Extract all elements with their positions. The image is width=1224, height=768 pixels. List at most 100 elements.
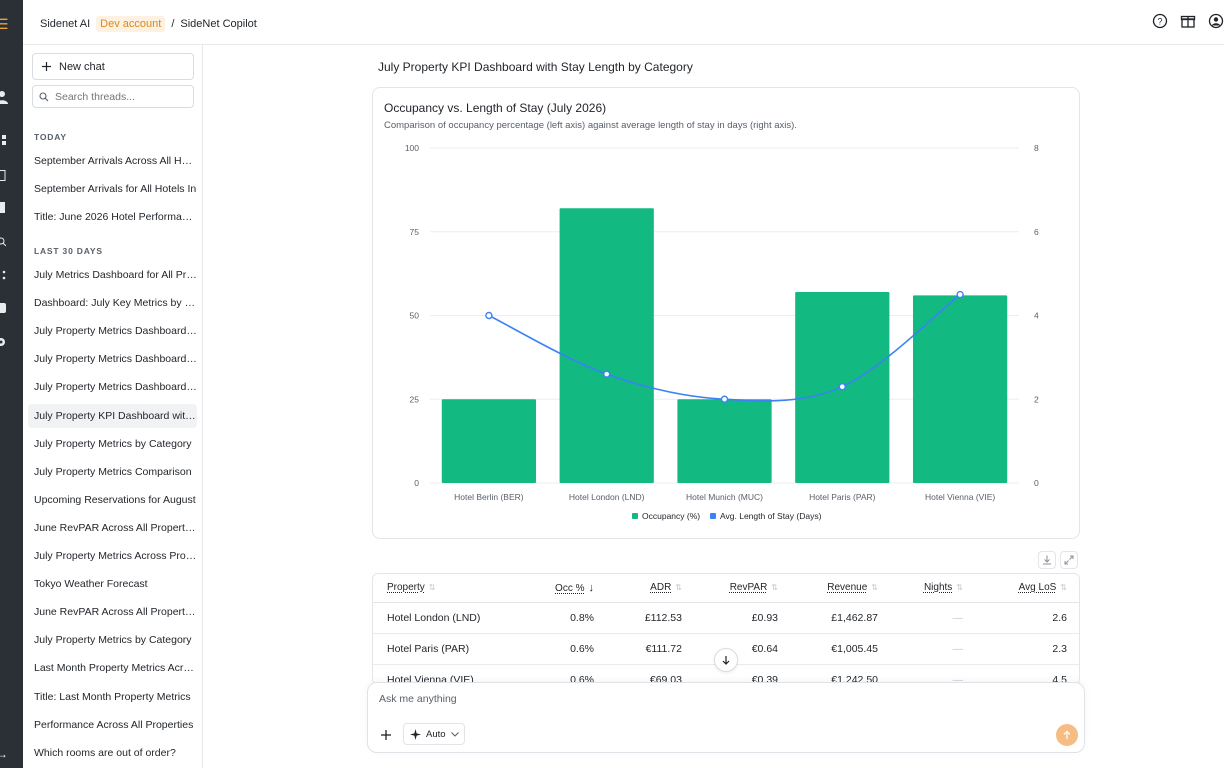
menu-icon[interactable]: ☰ bbox=[0, 16, 9, 32]
thread-item[interactable]: July Property Metrics by Category bbox=[34, 438, 192, 450]
thread-sidebar: New chat TODAY September Arrivals Across… bbox=[23, 45, 203, 768]
account-badge[interactable]: Dev account bbox=[96, 16, 166, 32]
message-input[interactable] bbox=[379, 693, 979, 711]
cell-occ: 0.6% bbox=[523, 664, 608, 684]
expand-button[interactable] bbox=[1060, 551, 1078, 569]
plus-icon bbox=[42, 62, 51, 71]
thread-item[interactable]: Last Month Property Metrics Across bbox=[34, 662, 197, 674]
legend-label-length-of-stay: Avg. Length of Stay (Days) bbox=[720, 511, 822, 521]
chart-title: Occupancy vs. Length of Stay (July 2026) bbox=[384, 101, 607, 115]
cell-adr: £112.53 bbox=[608, 602, 696, 634]
new-chat-label: New chat bbox=[59, 60, 105, 73]
thread-item[interactable]: July Property Metrics Dashboard by Categ… bbox=[34, 325, 197, 337]
length-of-stay-point bbox=[485, 311, 493, 320]
thread-item[interactable]: July Property Metrics Across Properties bbox=[34, 550, 197, 562]
book-icon[interactable] bbox=[0, 202, 8, 214]
cell-adr: €111.72 bbox=[608, 633, 696, 665]
cell-nights: — bbox=[892, 664, 977, 684]
thread-item[interactable]: Which rooms are out of order? bbox=[34, 747, 176, 759]
table-row[interactable]: Hotel Vienna (VIE) 0.6% €69.03 €0.39 €1,… bbox=[373, 664, 1079, 684]
search-input[interactable] bbox=[55, 90, 185, 103]
sort-desc-icon: ↓ bbox=[588, 581, 595, 594]
thread-item[interactable]: June RevPAR Across All Properties bbox=[34, 522, 197, 534]
thread-item[interactable]: July Property Metrics Dashboard Summary bbox=[34, 381, 197, 393]
cell-occ: 0.8% bbox=[523, 602, 608, 634]
column-label: Nights bbox=[923, 582, 953, 594]
table-header-row: Property ⇅ Occ % ↓ ADR ⇅ RevPAR ⇅ Revenue ⇅ N… bbox=[373, 574, 1079, 603]
cell-nights: — bbox=[892, 633, 977, 665]
send-button[interactable] bbox=[1056, 724, 1078, 746]
cell-avg-los: 2.3 bbox=[977, 633, 1079, 665]
y-left-tick-label: 25 bbox=[410, 394, 420, 404]
sparkle-icon bbox=[410, 728, 421, 740]
new-chat-button[interactable]: New chat bbox=[32, 53, 194, 80]
settings-icon[interactable] bbox=[0, 337, 8, 349]
thread-item[interactable]: July Property Metrics Dashboard Overview bbox=[34, 353, 197, 365]
thread-item[interactable]: July Property Metrics by Category bbox=[34, 634, 192, 646]
mode-select[interactable]: Auto bbox=[403, 723, 465, 745]
search-icon bbox=[39, 91, 49, 101]
expand-icon bbox=[1064, 555, 1074, 565]
document-icon[interactable] bbox=[0, 170, 8, 182]
thread-item[interactable]: Upcoming Reservations for August bbox=[34, 494, 196, 506]
thread-item[interactable]: June RevPAR Across All Properties bbox=[34, 606, 197, 618]
thread-item[interactable]: Title: June 2026 Hotel Performance bbox=[34, 211, 197, 223]
thread-item[interactable]: September Arrivals Across All Hotels bbox=[34, 155, 197, 167]
column-header-property[interactable]: Property ⇅ bbox=[373, 574, 523, 603]
thread-item[interactable]: Tokyo Weather Forecast bbox=[34, 578, 148, 590]
search-doc-icon[interactable] bbox=[0, 236, 8, 248]
app-name[interactable]: Sidenet AI bbox=[40, 18, 91, 30]
cell-revenue: €1,242.50 bbox=[792, 664, 892, 684]
puzzle-icon[interactable] bbox=[0, 303, 8, 315]
cell-avg-los: 2.6 bbox=[977, 602, 1079, 634]
message-composer: Auto bbox=[367, 682, 1085, 753]
cell-revenue: €1,005.45 bbox=[792, 633, 892, 665]
user-icon[interactable] bbox=[0, 90, 8, 104]
collapse-icon[interactable]: → bbox=[0, 747, 8, 761]
column-label: ADR bbox=[650, 582, 672, 594]
legend-swatch-length-of-stay bbox=[710, 513, 716, 519]
column-label: Avg LoS bbox=[1018, 582, 1057, 594]
column-header-occ[interactable]: Occ % ↓ bbox=[523, 574, 608, 603]
mode-label: Auto bbox=[426, 728, 446, 740]
sort-icon: ⇅ bbox=[1060, 583, 1067, 593]
account-icon[interactable] bbox=[1208, 13, 1224, 29]
gift-icon[interactable] bbox=[1180, 13, 1196, 29]
column-header-adr[interactable]: ADR ⇅ bbox=[608, 574, 696, 603]
thread-item-active[interactable]: July Property KPI Dashboard with Stay Le… bbox=[28, 404, 197, 428]
cell-nights: — bbox=[892, 602, 977, 634]
column-header-revpar[interactable]: RevPAR ⇅ bbox=[696, 574, 792, 603]
cell-revpar: €0.64 bbox=[696, 633, 792, 665]
thread-item[interactable]: July Property Metrics Comparison bbox=[34, 466, 192, 478]
table-row[interactable]: Hotel London (LND) 0.8% £112.53 £0.93 £1… bbox=[373, 602, 1079, 634]
svg-text:?: ? bbox=[1157, 17, 1162, 27]
column-label: Occ % bbox=[555, 582, 585, 594]
sort-icon: ⇅ bbox=[871, 583, 878, 593]
section-today-label: TODAY bbox=[34, 132, 67, 142]
product-name[interactable]: SideNet Copilot bbox=[180, 18, 257, 30]
download-button[interactable] bbox=[1038, 551, 1056, 569]
thread-item[interactable]: Dashboard: July Key Metrics by Property bbox=[34, 297, 197, 309]
column-header-nights[interactable]: Nights ⇅ bbox=[892, 574, 977, 603]
thread-item[interactable]: Performance Across All Properties bbox=[34, 719, 194, 731]
search-threads bbox=[32, 85, 194, 108]
length-of-stay-point bbox=[602, 370, 611, 378]
table-row[interactable]: Hotel Paris (PAR) 0.6% €111.72 €0.64 €1,… bbox=[373, 633, 1079, 665]
length-of-stay-point bbox=[720, 395, 729, 403]
top-icons: ? bbox=[1152, 13, 1224, 29]
column-header-avg-los[interactable]: Avg LoS ⇅ bbox=[977, 574, 1079, 603]
thread-item[interactable]: September Arrivals for All Hotels In bbox=[34, 183, 197, 195]
scroll-to-bottom-button[interactable] bbox=[714, 648, 738, 672]
column-header-revenue[interactable]: Revenue ⇅ bbox=[792, 574, 892, 603]
grid-icon[interactable] bbox=[0, 270, 8, 282]
help-icon[interactable]: ? bbox=[1152, 13, 1168, 29]
thread-item[interactable]: Title: Last Month Property Metrics bbox=[34, 691, 191, 703]
occupancy-bar bbox=[441, 399, 537, 483]
add-attachment-button[interactable] bbox=[378, 727, 394, 743]
y-left-tick-label: 50 bbox=[410, 311, 420, 321]
metrics-table: Property ⇅ Occ % ↓ ADR ⇅ RevPAR ⇅ Revenue ⇅ N… bbox=[372, 573, 1080, 685]
chart-subtitle: Comparison of occupancy percentage (left… bbox=[384, 120, 797, 131]
dashboard-icon[interactable] bbox=[0, 135, 8, 147]
y-right-tick-label: 6 bbox=[1034, 227, 1039, 237]
thread-item[interactable]: July Metrics Dashboard for All Propertie… bbox=[34, 269, 197, 281]
